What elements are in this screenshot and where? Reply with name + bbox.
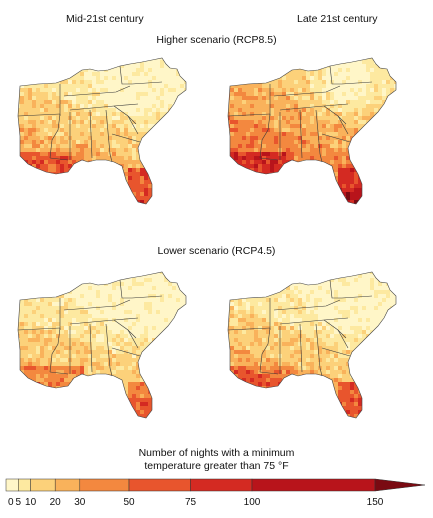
- map-rcp45-mid-century: [12, 270, 212, 424]
- heat-cells: [18, 58, 186, 204]
- state-borders: [227, 279, 373, 377]
- color-scale-legend: 0 5 10 20 30 50 75 100 150: [0, 477, 433, 517]
- legend-tick-label: 30: [74, 497, 86, 508]
- column-title-mid-century: Mid-21st century: [66, 13, 144, 25]
- legend-swatch-75-100: [190, 478, 253, 492]
- map-rcp85-mid-century: [12, 56, 212, 210]
- state-borders: [227, 65, 373, 163]
- state-borders: [17, 65, 163, 163]
- legend-tick-label: 10: [25, 497, 37, 508]
- legend-title-line2: temperature greater than 75 °F: [144, 460, 289, 472]
- region-outline: [227, 57, 397, 205]
- heat-cells: [18, 272, 186, 418]
- legend-swatch-30-50: [79, 478, 130, 492]
- legend-tick-label: 5: [16, 497, 22, 508]
- legend-swatch-100-150: [251, 478, 376, 492]
- map-rcp45-late-century: [222, 270, 422, 424]
- legend-tick-label: 75: [185, 497, 197, 508]
- legend-swatch-0-5: [5, 478, 19, 492]
- region-outline: [17, 57, 187, 205]
- column-title-late-century: Late 21st century: [297, 13, 378, 25]
- region-outline: [227, 271, 397, 419]
- heat-cells: [228, 272, 396, 418]
- legend-tick-label: 150: [367, 497, 384, 508]
- legend-swatch-50-75: [128, 478, 191, 492]
- heat-cells: [228, 58, 396, 204]
- legend-swatch-5-10: [18, 478, 31, 492]
- scenario-label-higher: Higher scenario (RCP8.5): [156, 34, 277, 46]
- state-borders: [17, 279, 163, 377]
- map-rcp85-late-century: [222, 56, 422, 210]
- legend-title: Number of nights with a minimum temperat…: [0, 447, 433, 473]
- legend-swatch-10-20: [30, 478, 56, 492]
- legend-tick-label: 50: [123, 497, 135, 508]
- legend-tick-label: 100: [244, 497, 261, 508]
- legend-tick-label: 20: [50, 497, 62, 508]
- region-outline: [17, 271, 187, 419]
- legend-swatch-20-30: [54, 478, 81, 492]
- legend-overflow-arrow: [374, 478, 426, 492]
- legend-title-line1: Number of nights with a minimum: [138, 447, 295, 459]
- scenario-label-lower: Lower scenario (RCP4.5): [157, 245, 276, 257]
- legend-tick-label: 0: [8, 497, 14, 508]
